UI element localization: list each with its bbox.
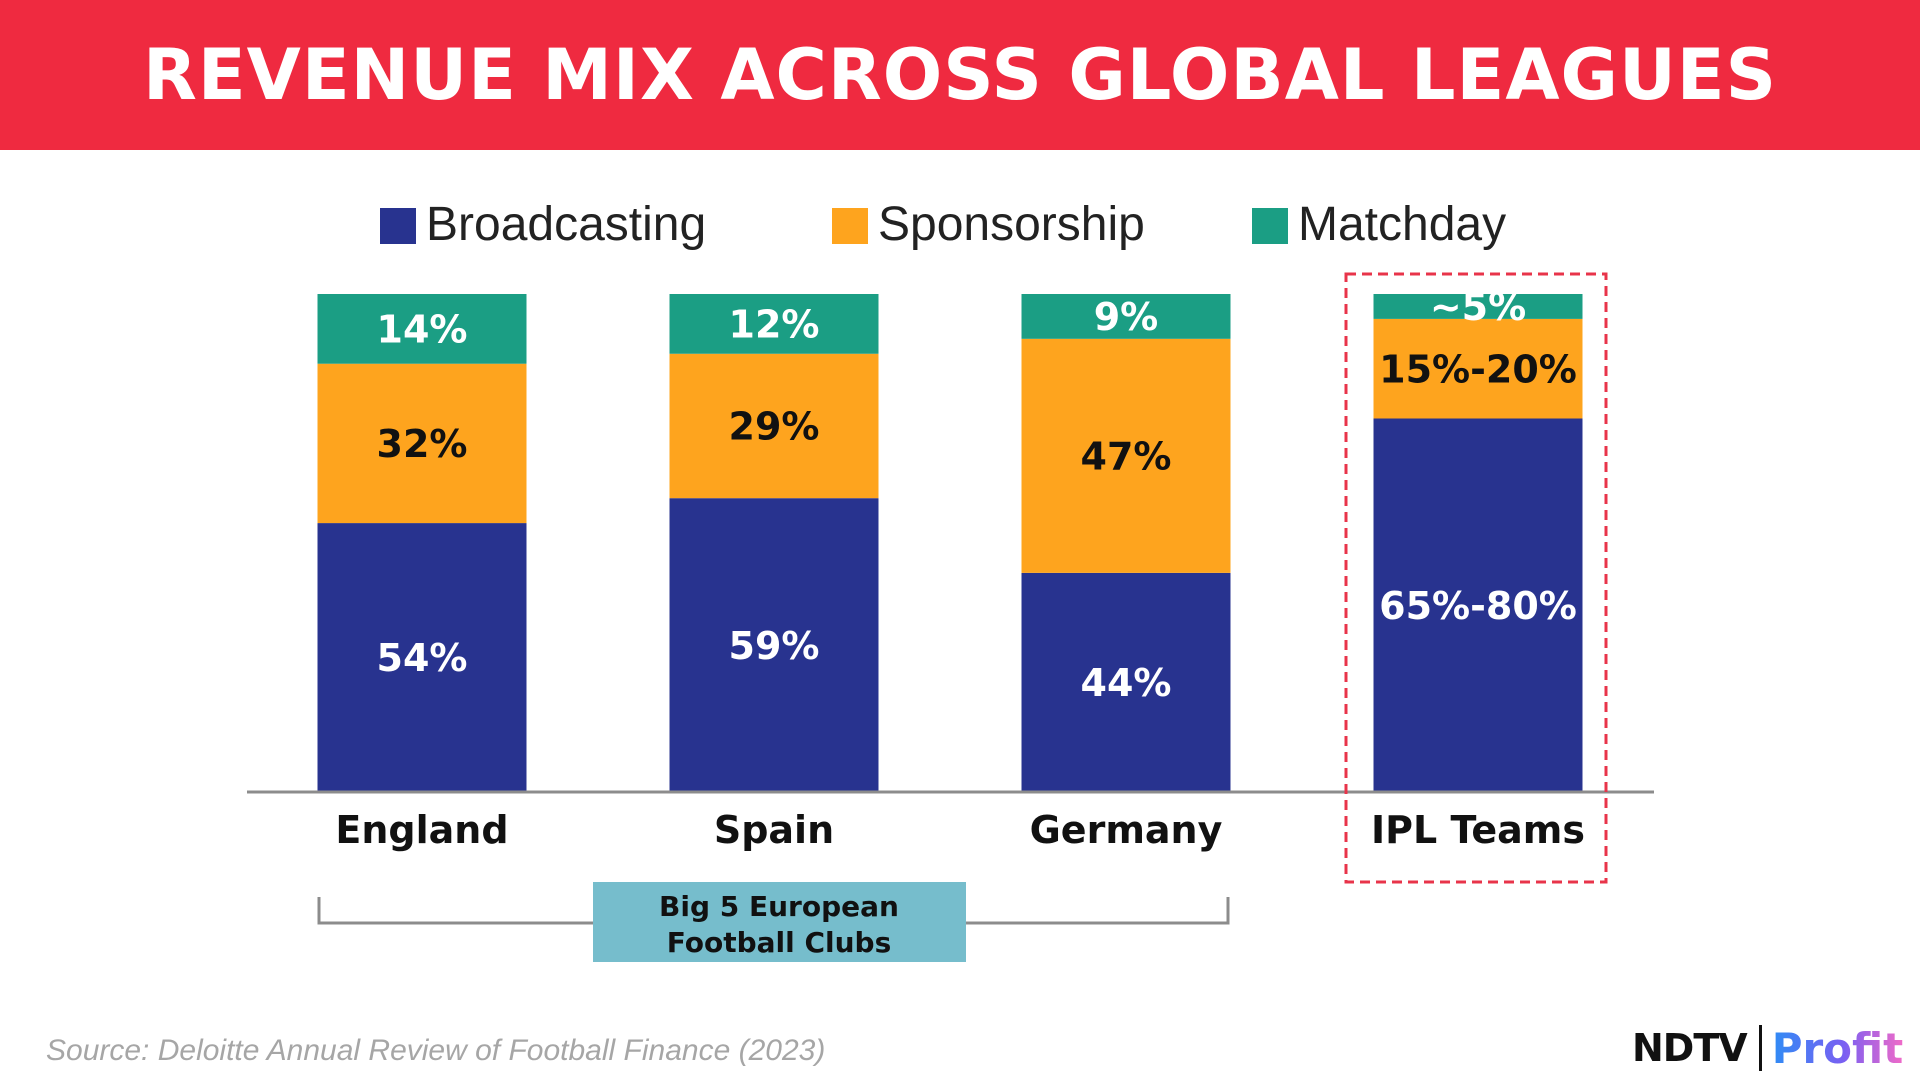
bar-segment-germany-matchday [1021,294,1231,339]
bar-segment-spain-broadcasting [669,498,879,792]
highlight-box-ipl-teams [1344,272,1608,884]
bar-segment-england-sponsorship [317,363,527,524]
bar-segment-ipl-teams-sponsorship [1373,318,1583,419]
bar-segment-england-broadcasting [317,523,527,792]
bar-segment-germany-sponsorship [1021,338,1231,573]
group-label-line-2: Football Clubs [667,926,892,959]
data-label-germany-broadcasting: 44% [1081,661,1172,705]
data-label-ipl-teams-broadcasting: 65%-80% [1379,584,1577,628]
group-label-box [593,882,966,962]
bar-segment-spain-sponsorship [669,353,879,499]
legend-label-sponsorship: Sponsorship [878,198,1145,251]
bar-segment-england-matchday [317,294,527,364]
group-label-line-1: Big 5 European [659,890,899,923]
logo-profit-text: Profit [1771,1023,1904,1073]
data-label-germany-matchday: 9% [1094,295,1159,339]
data-label-ipl-teams-matchday: ~5% [1430,285,1526,329]
category-label-england: England [335,808,508,852]
data-label-spain-broadcasting: 59% [729,624,820,668]
legend-label-matchday: Matchday [1298,198,1506,251]
ndtv-profit-logo: NDTV Profit [1632,1020,1903,1076]
bar-segment-ipl-teams-matchday [1373,294,1583,319]
legend-swatch-sponsorship [832,208,868,244]
legend-swatch-broadcasting [380,208,416,244]
logo-divider [1758,1025,1762,1071]
category-label-germany: Germany [1030,808,1223,852]
data-label-germany-sponsorship: 47% [1081,435,1172,479]
header-banner: REVENUE MIX ACROSS GLOBAL LEAGUES [0,0,1920,150]
bar-segment-germany-broadcasting [1021,572,1231,792]
data-label-england-matchday: 14% [377,308,468,352]
category-label-spain: Spain [714,808,834,852]
data-label-ipl-teams-sponsorship: 15%-20% [1379,347,1577,391]
legend-swatch-matchday [1252,208,1288,244]
logo-ndtv-text: NDTV [1632,1026,1748,1070]
data-label-england-broadcasting: 54% [377,636,468,680]
category-label-ipl-teams: IPL Teams [1371,808,1585,852]
legend-label-broadcasting: Broadcasting [426,198,706,251]
data-label-spain-sponsorship: 29% [729,405,820,449]
chart-title: REVENUE MIX ACROSS GLOBAL LEAGUES [142,34,1778,116]
data-label-spain-matchday: 12% [729,303,820,347]
bar-segment-spain-matchday [669,294,879,354]
bar-segment-ipl-teams-broadcasting [1373,418,1583,792]
source-note: Source: Deloitte Annual Review of Footba… [46,1034,826,1067]
data-label-england-sponsorship: 32% [377,422,468,466]
